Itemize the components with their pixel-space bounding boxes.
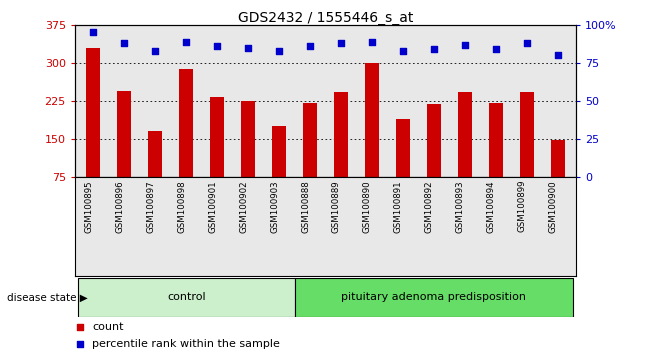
Point bbox=[75, 341, 85, 347]
Point bbox=[398, 48, 408, 53]
Text: GSM100890: GSM100890 bbox=[363, 180, 372, 233]
Point bbox=[336, 40, 346, 46]
Bar bbox=[551, 140, 564, 177]
Text: GSM100888: GSM100888 bbox=[301, 180, 310, 233]
Point bbox=[367, 39, 377, 44]
Point bbox=[150, 48, 161, 53]
Text: GSM100891: GSM100891 bbox=[394, 180, 403, 233]
Bar bbox=[87, 47, 100, 177]
Text: GSM100896: GSM100896 bbox=[115, 180, 124, 233]
Text: percentile rank within the sample: percentile rank within the sample bbox=[92, 339, 281, 349]
Point bbox=[89, 29, 99, 35]
Point bbox=[521, 40, 532, 46]
Text: GDS2432 / 1555446_s_at: GDS2432 / 1555446_s_at bbox=[238, 11, 413, 25]
Bar bbox=[179, 69, 193, 177]
Point bbox=[552, 52, 562, 58]
Bar bbox=[148, 131, 162, 177]
Text: GSM100893: GSM100893 bbox=[456, 180, 465, 233]
Bar bbox=[294, 278, 573, 317]
Text: GSM100895: GSM100895 bbox=[85, 180, 94, 233]
Point bbox=[490, 46, 501, 52]
Text: disease state ▶: disease state ▶ bbox=[7, 292, 87, 302]
Point bbox=[212, 43, 223, 49]
Point bbox=[119, 40, 130, 46]
Text: GSM100902: GSM100902 bbox=[239, 180, 248, 233]
Text: GSM100901: GSM100901 bbox=[208, 180, 217, 233]
Text: GSM100898: GSM100898 bbox=[177, 180, 186, 233]
Text: GSM100889: GSM100889 bbox=[332, 180, 341, 233]
Text: count: count bbox=[92, 321, 124, 332]
Text: GSM100897: GSM100897 bbox=[146, 180, 156, 233]
Text: control: control bbox=[167, 292, 206, 302]
Text: GSM100894: GSM100894 bbox=[487, 180, 495, 233]
Bar bbox=[365, 63, 379, 177]
Point bbox=[75, 324, 85, 329]
Bar bbox=[210, 97, 224, 177]
Text: GSM100899: GSM100899 bbox=[518, 180, 527, 233]
Point bbox=[305, 43, 315, 49]
Bar bbox=[241, 101, 255, 177]
Point bbox=[274, 48, 284, 53]
Bar bbox=[427, 104, 441, 177]
Text: pituitary adenoma predisposition: pituitary adenoma predisposition bbox=[341, 292, 526, 302]
Text: GSM100892: GSM100892 bbox=[425, 180, 434, 233]
Point bbox=[460, 42, 470, 47]
Bar bbox=[489, 103, 503, 177]
Bar bbox=[334, 92, 348, 177]
Bar bbox=[458, 92, 472, 177]
Text: GSM100900: GSM100900 bbox=[549, 180, 557, 233]
Point bbox=[428, 46, 439, 52]
Bar bbox=[117, 91, 132, 177]
Bar bbox=[519, 92, 534, 177]
Bar bbox=[396, 119, 410, 177]
Bar bbox=[272, 126, 286, 177]
Text: GSM100903: GSM100903 bbox=[270, 180, 279, 233]
Bar bbox=[303, 103, 317, 177]
Point bbox=[243, 45, 253, 50]
Bar bbox=[78, 278, 294, 317]
Point bbox=[181, 39, 191, 44]
